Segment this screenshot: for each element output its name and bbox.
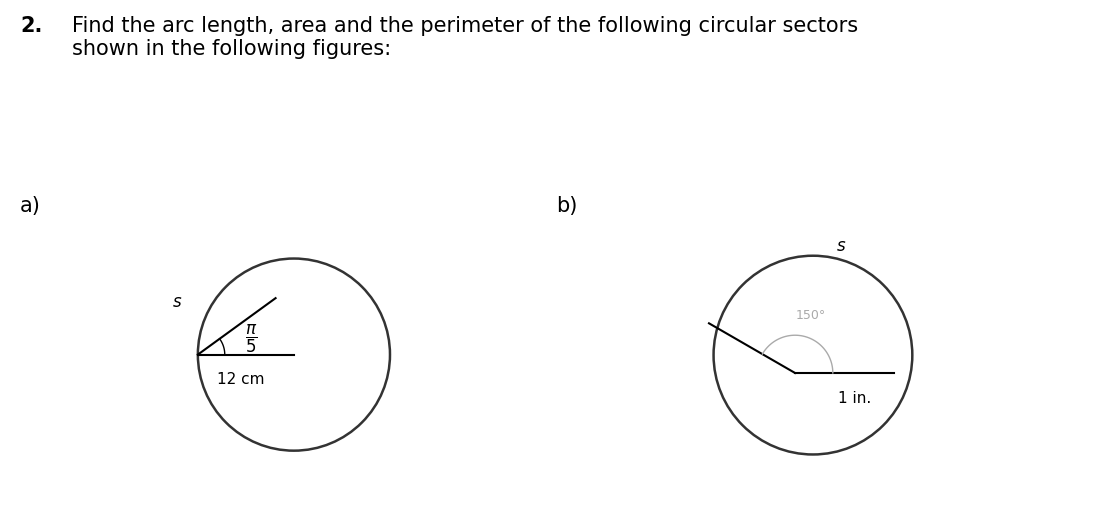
Text: 12 cm: 12 cm	[217, 372, 265, 387]
Text: 150°: 150°	[795, 309, 825, 322]
Text: 1 in.: 1 in.	[838, 391, 872, 406]
Text: b): b)	[556, 196, 577, 216]
Text: $\dfrac{\pi}{5}$: $\dfrac{\pi}{5}$	[246, 323, 258, 355]
Text: 2.: 2.	[20, 16, 42, 36]
Text: s: s	[836, 237, 845, 255]
Text: Find the arc length, area and the perimeter of the following circular sectors
sh: Find the arc length, area and the perime…	[72, 16, 858, 59]
Text: a): a)	[20, 196, 41, 216]
Text: s: s	[172, 293, 181, 311]
